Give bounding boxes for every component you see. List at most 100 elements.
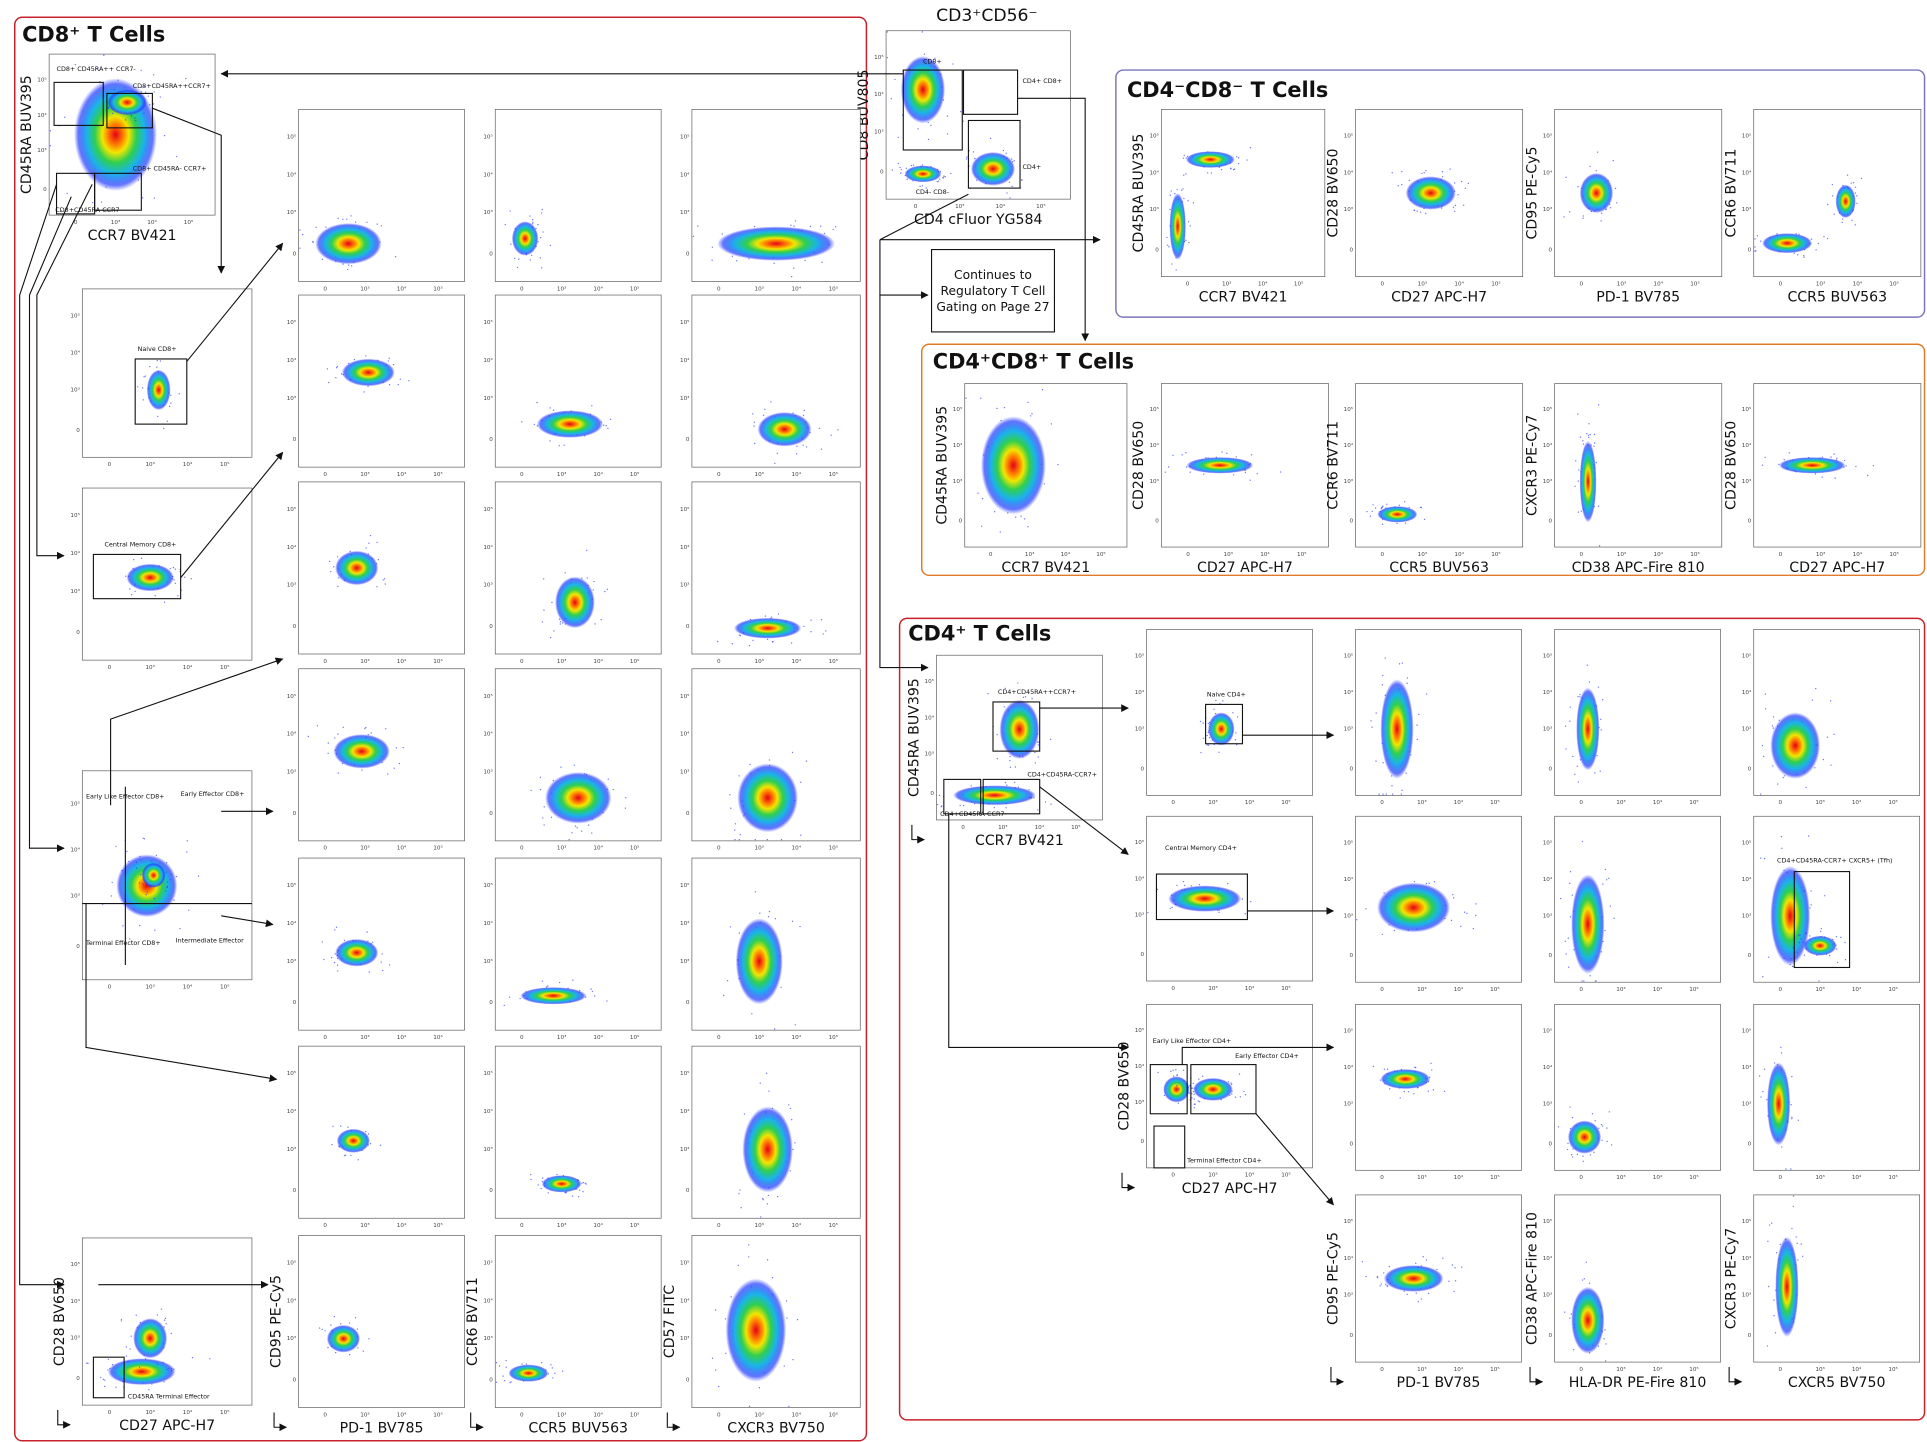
tick-label: 10³ [557, 471, 566, 478]
event-dot [987, 693, 989, 695]
tick-label: 10³ [287, 209, 296, 216]
event-dot [724, 1318, 727, 1320]
event-dot [1773, 1062, 1776, 1064]
event-dot [174, 568, 176, 570]
y-axis-label: CD45RA BUV395 [906, 678, 922, 797]
event-dot [754, 891, 757, 893]
event-dot [1376, 1276, 1379, 1279]
event-dot [1192, 202, 1195, 204]
event-dot [170, 394, 172, 396]
event-dot [1218, 751, 1220, 753]
event-dot [179, 927, 181, 930]
event-dot [1381, 933, 1384, 936]
event-dot [609, 418, 612, 421]
event-dot [117, 79, 119, 81]
tick-label: 10⁴ [792, 1034, 802, 1041]
event-dot [1809, 935, 1811, 937]
tick-label: 10³ [680, 582, 689, 589]
tick-label: 0 [293, 251, 297, 257]
event-dot [1575, 460, 1577, 462]
event-dot [582, 1191, 584, 1193]
tick-label: 10⁴ [397, 1411, 407, 1418]
event-dot [1380, 1283, 1382, 1285]
tick-label: 10⁴ [70, 847, 80, 854]
plot-frame [494, 1045, 662, 1219]
event-dot [1782, 776, 1784, 779]
event-dot [154, 929, 156, 931]
event-dot [337, 970, 339, 972]
event-dot [1182, 188, 1184, 190]
plot-frame [1753, 629, 1920, 796]
event-dot [774, 1028, 776, 1030]
tick-label: 0 [1549, 247, 1553, 253]
event-dot [1037, 809, 1039, 811]
tick-label: 10³ [557, 845, 566, 852]
event-dot [740, 1207, 742, 1209]
tick-label: 10³ [998, 824, 1007, 831]
tick-label: 10³ [755, 471, 764, 478]
event-dot [1805, 932, 1807, 934]
density-blob [1766, 1062, 1791, 1146]
tick-label: 10⁴ [680, 1297, 690, 1304]
event-dot [1595, 461, 1598, 464]
gating-arrow [152, 107, 226, 274]
tick-label: 10⁴ [1344, 169, 1354, 176]
gate-label: Intermediate Effector [176, 936, 244, 944]
event-dot [582, 1181, 585, 1184]
tick-label: 0 [1779, 281, 1783, 287]
event-dot [1844, 959, 1847, 961]
event-dot [1588, 1282, 1591, 1284]
gate [982, 778, 1041, 815]
event-dot [519, 997, 521, 1000]
tick-label: 0 [76, 428, 80, 434]
x-axis-label: CCR7 BV421 [88, 228, 177, 244]
event-dot [186, 840, 188, 842]
gate [943, 778, 982, 815]
tick-label: 10⁴ [287, 544, 297, 551]
event-dot [392, 363, 395, 366]
event-dot [1371, 726, 1373, 728]
event-dot [164, 1317, 167, 1320]
tick-label: 10⁴ [1135, 875, 1145, 882]
tick-label: 10³ [37, 147, 46, 154]
event-dot [521, 1363, 523, 1365]
event-dot [1375, 760, 1377, 762]
tick-label: 10³ [360, 1034, 369, 1041]
event-dot [1031, 697, 1033, 700]
axis-corner-arrow [1121, 1172, 1136, 1192]
tick-label: 0 [1748, 1333, 1752, 1339]
event-dot [1006, 192, 1008, 194]
event-dot [163, 601, 166, 603]
event-dot [1008, 181, 1011, 183]
event-dot [1565, 176, 1567, 178]
event-dot [1472, 927, 1475, 930]
tick-label: 10³ [1816, 280, 1825, 287]
event-dot [606, 1000, 608, 1002]
x-axis-label: CXCR5 BV750 [1788, 1375, 1886, 1391]
tick-label: 0 [1579, 800, 1583, 806]
event-dot [326, 368, 329, 370]
gate [53, 81, 104, 126]
tick-label: 0 [489, 624, 493, 630]
tick-label: 10³ [360, 285, 369, 292]
tick-label: 0 [293, 1378, 297, 1384]
event-dot [1034, 751, 1036, 754]
event-dot [327, 752, 329, 754]
event-dot [718, 1385, 720, 1388]
event-dot [1381, 523, 1384, 526]
event-dot [156, 359, 158, 362]
plot-frame [81, 288, 253, 458]
event-dot [166, 420, 169, 422]
event-dot [1608, 877, 1610, 879]
tick-label: 10⁵ [483, 319, 492, 326]
plot-frame [1355, 383, 1524, 548]
event-dot [1811, 699, 1814, 701]
event-dot [550, 1364, 552, 1366]
event-dot [770, 401, 772, 403]
event-dot [364, 727, 366, 730]
tick-label: 10³ [1815, 1366, 1824, 1373]
event-dot [1833, 453, 1835, 455]
tick-label: 10⁴ [593, 658, 603, 665]
event-dot [327, 742, 330, 744]
event-dot [543, 824, 545, 826]
